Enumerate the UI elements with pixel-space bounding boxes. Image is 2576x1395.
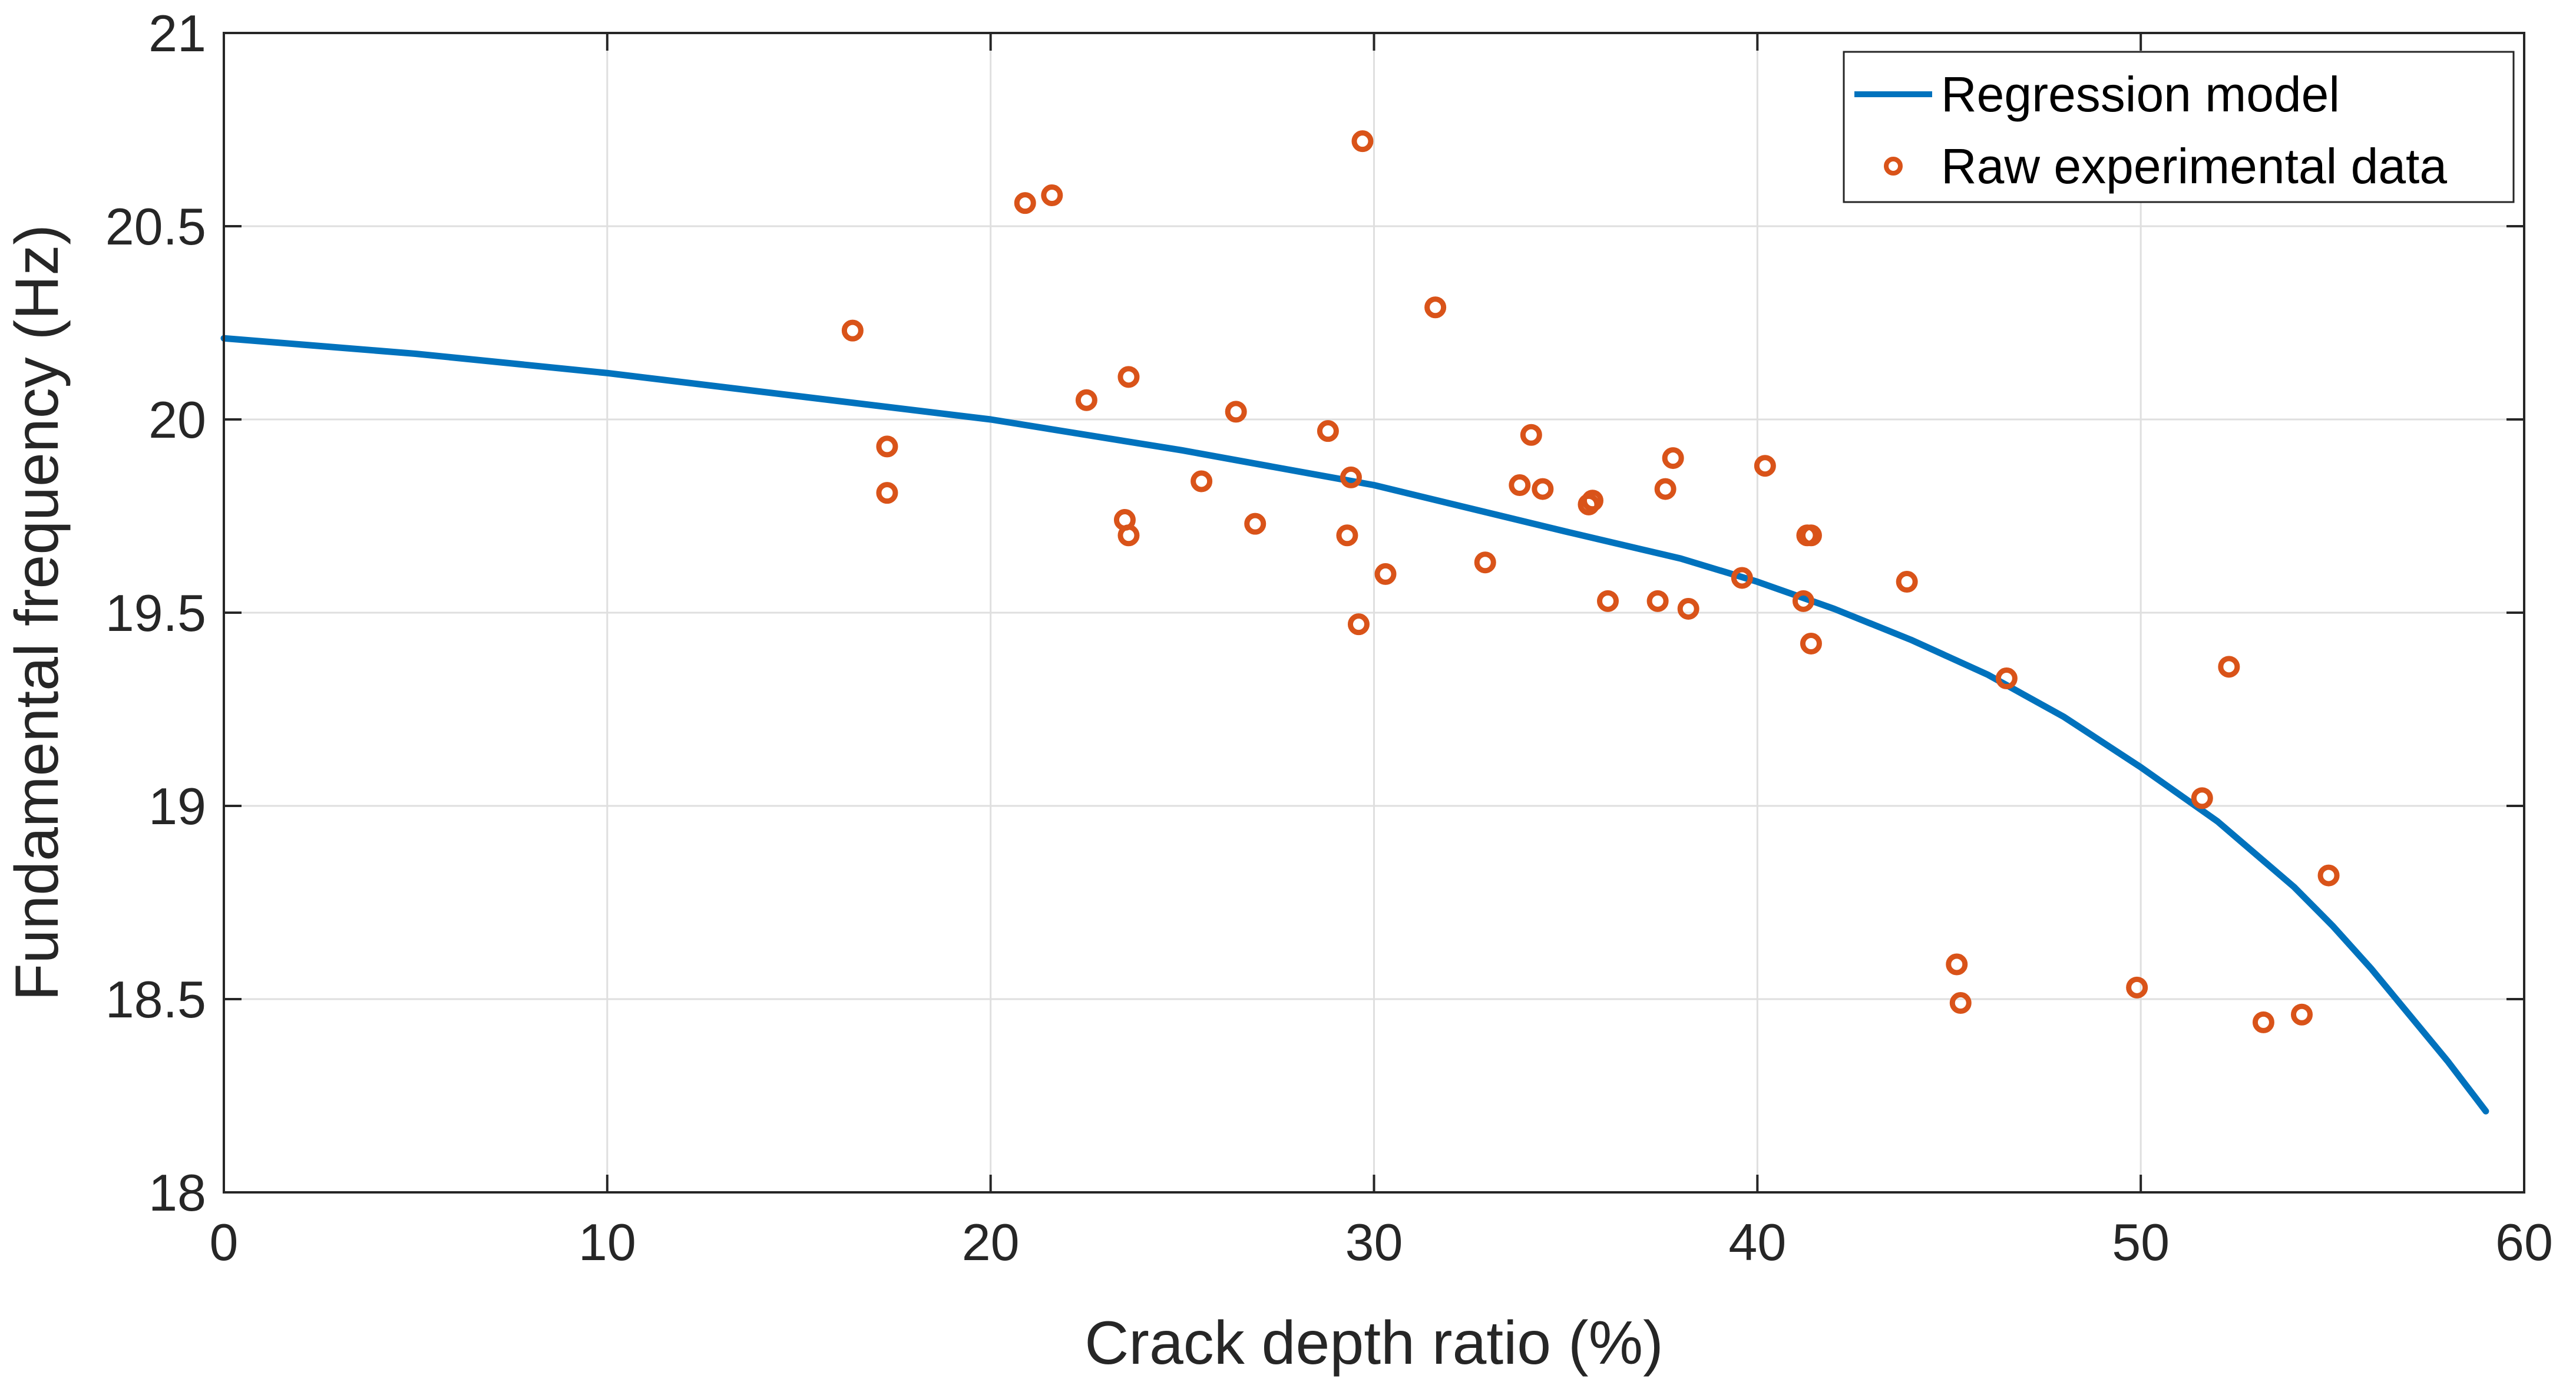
x-tick-label: 40: [1728, 1213, 1786, 1271]
legend-label-raw-data: Raw experimental data: [1941, 138, 2447, 194]
data-point: [1424, 296, 1447, 319]
x-tick-label: 10: [578, 1213, 636, 1271]
x-tick-label: 0: [210, 1213, 239, 1271]
data-point: [1075, 389, 1097, 411]
data-point: [2317, 864, 2340, 887]
data-point: [1317, 420, 1339, 442]
data-point: [2218, 656, 2240, 678]
x-tick-label: 30: [1345, 1213, 1403, 1271]
data-point: [2291, 1003, 2313, 1026]
y-tick-label: 20.5: [105, 197, 206, 256]
ticks: 0 10 20 30 40 50 60 18 18.5 19 19.5 20 20.5 21: [105, 4, 2553, 1271]
data-point: [1374, 563, 1397, 585]
y-tick-label: 18.5: [105, 970, 206, 1029]
data-point: [1474, 551, 1496, 574]
x-axis-title: Crack depth ratio (%): [1084, 1309, 1664, 1377]
data-point: [2191, 787, 2213, 809]
data-point: [1351, 130, 1374, 153]
legend-swatch-raw-data: [1884, 157, 1903, 176]
data-point: [1896, 571, 1918, 593]
y-tick-label: 20: [148, 391, 206, 449]
regression-line: [220, 335, 2489, 1115]
data-point: [1244, 513, 1266, 535]
data-point: [1225, 401, 1247, 423]
data-point: [1792, 590, 1814, 612]
y-tick-label: 21: [148, 4, 206, 62]
data-point: [1117, 366, 1140, 388]
data-point: [1946, 953, 1968, 976]
data-point: [1731, 567, 1753, 589]
data-point: [2126, 976, 2148, 999]
x-tick-label: 20: [962, 1213, 1020, 1271]
legend: Regression model Raw experimental data: [1843, 51, 2515, 203]
data-point: [1509, 474, 1531, 497]
data-point: [876, 435, 898, 458]
data-point: [1191, 470, 1213, 492]
data-point: [1581, 490, 1603, 512]
y-tick-label: 18: [148, 1163, 206, 1222]
data-point: [2252, 1011, 2274, 1033]
y-tick-label: 19.5: [105, 584, 206, 642]
y-tick-label: 19: [148, 777, 206, 835]
data-point: [1340, 466, 1362, 488]
legend-box: [1843, 51, 2515, 203]
data-point: [1532, 478, 1554, 500]
data-point: [1800, 524, 1822, 547]
data-point: [876, 482, 898, 504]
data-point: [1995, 667, 2018, 690]
data-point: [1754, 455, 1776, 477]
data-point: [1662, 447, 1684, 470]
data-point: [1677, 597, 1699, 620]
data-point: [841, 319, 864, 342]
data-point: [1949, 992, 1972, 1014]
x-tick-label: 60: [2495, 1213, 2553, 1271]
x-tick-label: 50: [2112, 1213, 2170, 1271]
data-point: [1347, 613, 1370, 636]
data-point: [1014, 192, 1036, 214]
data-point: [1597, 590, 1619, 612]
plot-area: [220, 130, 2489, 1115]
data-point: [1520, 424, 1542, 446]
data-point: [1800, 632, 1822, 654]
data-point: [1041, 184, 1063, 207]
y-axis-title: Fundamental frequency (Hz): [3, 224, 71, 1001]
data-point: [1336, 524, 1358, 547]
data-point: [1646, 590, 1669, 612]
data-point: [1654, 478, 1676, 500]
legend-label-regression: Regression model: [1941, 67, 2340, 122]
data-point: [1117, 524, 1140, 547]
